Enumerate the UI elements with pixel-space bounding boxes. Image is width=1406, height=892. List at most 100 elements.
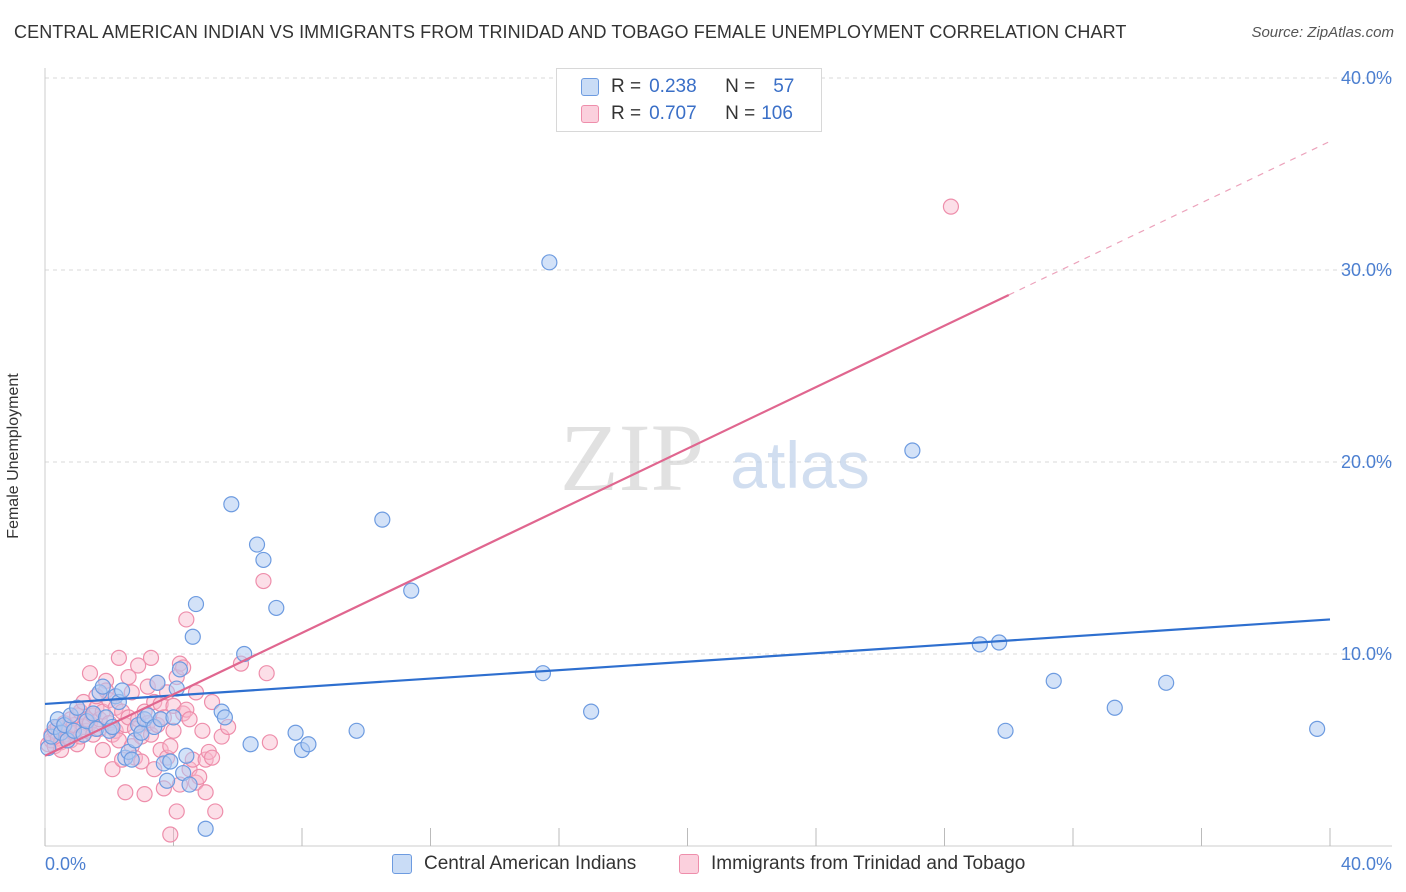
stats-legend: R = 0.238 N = 57 R = 0.707 N = 106 — [556, 68, 822, 132]
chart-title: CENTRAL AMERICAN INDIAN VS IMMIGRANTS FR… — [14, 22, 1127, 42]
pink-data-point — [255, 572, 272, 590]
legend-row-blue: R = 0.238 N = 57 — [581, 74, 794, 100]
blue-data-point — [223, 496, 240, 513]
zipatlas-watermark: ZIP atlas — [560, 404, 870, 511]
bottom-legend-label-blue: Central American Indians — [424, 853, 637, 874]
legend-n-label: N = — [725, 103, 756, 124]
blue-data-point — [216, 709, 233, 726]
blue-data-point — [187, 595, 205, 613]
pink-data-point — [162, 738, 179, 755]
blue-series-points — [40, 254, 1326, 837]
blue-data-point — [165, 709, 182, 726]
blue-data-point — [583, 703, 600, 720]
blue-data-point — [171, 661, 189, 678]
legend-r-value-blue: 0.238 — [649, 76, 697, 97]
blue-data-point — [69, 699, 86, 716]
pink-data-point — [258, 665, 275, 682]
pink-data-point — [942, 198, 960, 215]
blue-data-point — [287, 724, 304, 741]
blue-data-point — [158, 772, 176, 789]
blue-data-point — [184, 628, 201, 645]
blue-data-point — [197, 820, 214, 837]
pink-data-point — [94, 741, 111, 759]
pink-data-point — [168, 803, 185, 820]
trend-lines — [44, 140, 1331, 757]
blue-data-point — [178, 747, 195, 764]
pink-data-point — [213, 728, 230, 745]
pink-data-point — [207, 803, 224, 820]
blue-data-point — [374, 511, 391, 528]
blue-data-point — [248, 536, 266, 553]
blue-data-point — [242, 736, 259, 753]
legend-n-label: N = — [725, 76, 756, 97]
blue-data-point — [1309, 720, 1326, 737]
pink-data-point — [81, 665, 99, 682]
pink-data-point — [203, 693, 221, 711]
pink-trend-extension — [1008, 140, 1331, 296]
watermark-atlas: atlas — [730, 428, 869, 502]
legend-r-label: R = — [611, 76, 642, 97]
watermark-zip: ZIP — [560, 404, 704, 511]
blue-data-point — [1106, 699, 1123, 716]
blue-data-point — [904, 442, 921, 459]
y-tick-label: 10.0% — [1341, 644, 1392, 664]
pink-data-point — [203, 749, 221, 766]
blue-data-point — [113, 682, 131, 699]
pink-data-point — [261, 734, 278, 751]
pink-data-point — [197, 784, 214, 801]
pink-data-point — [120, 668, 137, 686]
blue-data-point — [94, 678, 111, 695]
pink-data-point — [136, 786, 153, 803]
blue-data-point — [268, 599, 285, 617]
blue-data-point — [1045, 672, 1062, 689]
grid-layer — [45, 77, 1392, 655]
blue-data-point — [255, 551, 272, 569]
bottom-legend-blue: Central American Indians — [392, 850, 636, 878]
blue-data-point — [181, 776, 198, 793]
blue-data-point — [236, 645, 253, 663]
y-tick-label: 20.0% — [1341, 452, 1392, 472]
pink-series-points — [40, 198, 960, 843]
pink-data-point — [165, 722, 182, 739]
legend-swatch-pink — [581, 105, 599, 123]
legend-n-value-blue: 57 — [773, 76, 795, 97]
bottom-legend-label-pink: Immigrants from Trinidad and Tobago — [711, 853, 1026, 874]
bottom-legend-pink: Immigrants from Trinidad and Tobago — [679, 850, 1025, 878]
legend-row-pink: R = 0.707 N = 106 — [581, 101, 793, 127]
bottom-legend-swatch-pink — [679, 854, 699, 874]
pink-trend-line — [44, 293, 1010, 757]
y-axis-label-text: Female Unemployment — [5, 373, 22, 539]
legend-n-value-pink: 106 — [761, 103, 793, 124]
blue-data-point — [541, 254, 558, 271]
pink-data-point — [181, 711, 198, 728]
y-tick-label: 30.0% — [1341, 260, 1392, 280]
blue-data-point — [300, 736, 317, 753]
blue-trend-line — [44, 618, 1331, 706]
pink-data-point — [142, 649, 160, 666]
legend-swatch-blue — [581, 78, 599, 96]
x-tick-label: 0.0% — [45, 854, 86, 874]
pink-data-point — [162, 826, 179, 843]
x-tick-label: 40.0% — [1341, 854, 1392, 874]
pink-data-point — [104, 761, 121, 778]
legend-r-value-pink: 0.707 — [649, 103, 697, 124]
pink-data-point — [130, 657, 147, 674]
axes-layer — [44, 68, 1392, 847]
blue-data-point — [123, 751, 140, 768]
pink-data-point — [194, 722, 211, 739]
bottom-legend-swatch-blue — [392, 854, 412, 874]
pink-data-point — [178, 701, 195, 718]
pink-data-point — [117, 784, 134, 801]
y-tick-label: 40.0% — [1341, 68, 1392, 88]
blue-data-point — [534, 665, 552, 682]
tick-labels: 10.0% 20.0% 30.0% 40.0% 0.0% 40.0% — [45, 68, 1392, 874]
blue-data-point — [149, 674, 166, 691]
blue-data-point — [162, 753, 179, 770]
blue-data-point — [997, 722, 1014, 739]
blue-data-point — [348, 722, 365, 739]
source-credit: Source: ZipAtlas.com — [1251, 24, 1394, 41]
pink-data-point — [110, 649, 127, 666]
blue-data-point — [971, 636, 988, 653]
pink-data-point — [178, 611, 195, 628]
